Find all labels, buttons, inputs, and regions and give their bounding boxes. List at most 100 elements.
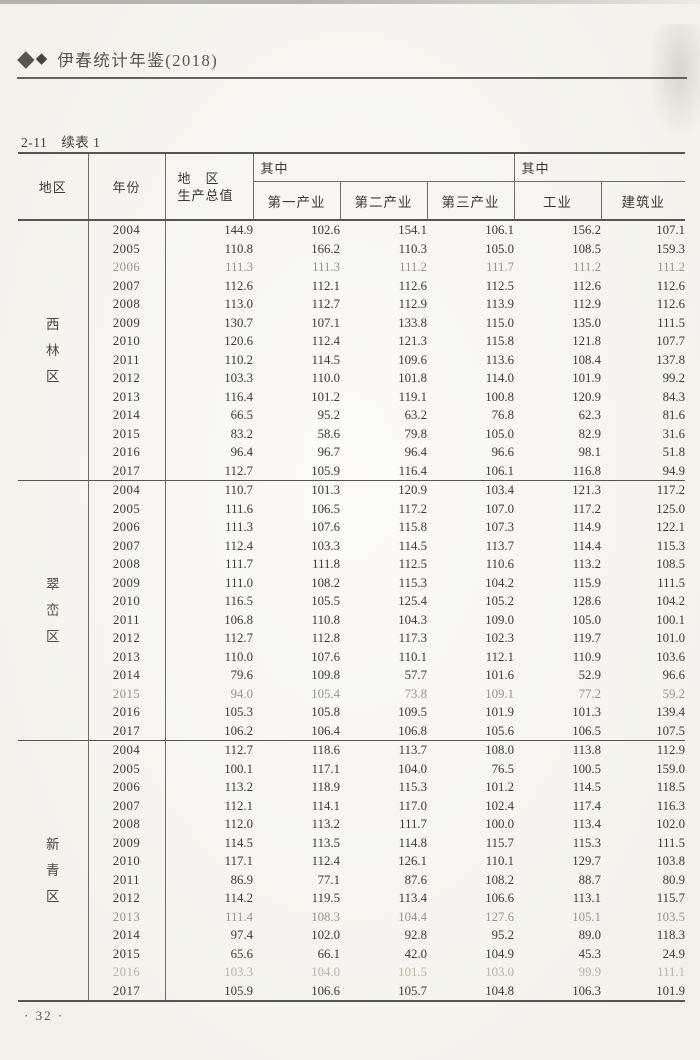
value-cell: 110.9 bbox=[572, 649, 602, 664]
value-cell: 110.8 bbox=[311, 612, 340, 627]
value-cell: 115.3 bbox=[572, 835, 602, 850]
value-cell: 159.0 bbox=[656, 761, 686, 776]
col-header-industry: 工业 bbox=[514, 181, 602, 221]
value-cell: 115.7 bbox=[485, 835, 515, 850]
value-cell: 112.9 bbox=[398, 297, 427, 311]
value-cell: 111.2 bbox=[657, 260, 686, 274]
value-cell: 112.1 bbox=[224, 798, 253, 813]
value-cell: 111.7 bbox=[399, 817, 427, 831]
region-label-text: 新青区 bbox=[46, 836, 60, 904]
value-cell: 110.0 bbox=[224, 649, 253, 664]
year-cell: 2007 bbox=[88, 276, 166, 295]
table-row: 2015 65.6 66.1 42.0 104.9 45.3 24.9 bbox=[18, 944, 685, 963]
year-cell: 2009 bbox=[88, 833, 166, 852]
value-cell: 117.4 bbox=[572, 798, 602, 813]
value-cell: 59.2 bbox=[662, 686, 686, 701]
value-cell: 31.6 bbox=[662, 426, 686, 441]
table-row: 2008 113.0 112.7 112.9 113.9 112.9 112.6 bbox=[18, 295, 685, 314]
value-cell: 82.9 bbox=[578, 426, 602, 441]
value-cell: 101.3 bbox=[572, 705, 602, 719]
value-cell: 105.3 bbox=[224, 705, 253, 719]
value-cell: 109.6 bbox=[398, 352, 427, 367]
year-cell: 2004 bbox=[88, 220, 166, 240]
col-header-gdp: 地 区 生产总值 bbox=[165, 153, 254, 221]
value-cell: 101.9 bbox=[572, 371, 602, 385]
value-cell: 125.4 bbox=[398, 594, 427, 608]
value-cell: 42.0 bbox=[404, 946, 427, 961]
year-cell: 2013 bbox=[88, 647, 166, 666]
value-cell: 101.6 bbox=[485, 668, 515, 682]
value-cell: 109.1 bbox=[485, 686, 515, 701]
year-cell: 2015 bbox=[88, 424, 166, 443]
value-cell: 111.5 bbox=[657, 315, 686, 330]
value-cell: 114.0 bbox=[485, 371, 515, 385]
value-cell: 117.0 bbox=[398, 798, 427, 813]
year-cell: 2011 bbox=[88, 350, 166, 369]
value-cell: 114.5 bbox=[311, 352, 340, 367]
table-caption: 2-11 续表 1 bbox=[21, 135, 101, 150]
value-cell: 105.0 bbox=[572, 612, 602, 627]
value-cell: 112.1 bbox=[311, 278, 340, 293]
col-header-primary-industry: 第一产业 bbox=[253, 181, 341, 221]
value-cell: 116.5 bbox=[224, 594, 253, 608]
year-cell: 2016 bbox=[88, 963, 166, 982]
scan-smudge-artifact bbox=[648, 24, 700, 139]
year-cell: 2012 bbox=[88, 369, 166, 388]
value-cell: 135.0 bbox=[572, 315, 602, 330]
value-cell: 79.6 bbox=[230, 668, 253, 682]
value-cell: 57.7 bbox=[404, 668, 427, 682]
value-cell: 105.2 bbox=[485, 594, 515, 608]
value-cell: 106.6 bbox=[485, 891, 515, 905]
year-cell: 2010 bbox=[88, 852, 166, 871]
value-cell: 112.5 bbox=[485, 278, 515, 293]
page-number: · 32 · bbox=[24, 1008, 65, 1023]
value-cell: 106.1 bbox=[485, 223, 515, 237]
table-row: 2007 112.6 112.1 112.6 112.5 112.6 112.6 bbox=[18, 276, 685, 295]
value-cell: 118.3 bbox=[656, 928, 686, 942]
value-cell: 110.0 bbox=[311, 371, 340, 385]
region-label: 新青区 bbox=[18, 740, 89, 1001]
value-cell: 107.7 bbox=[656, 334, 686, 348]
value-cell: 117.3 bbox=[398, 631, 427, 645]
diamond-icon: ◆ bbox=[35, 51, 48, 67]
gdp-label-line1: 地 区 bbox=[177, 170, 220, 186]
value-cell: 101.2 bbox=[485, 780, 515, 794]
value-cell: 112.6 bbox=[398, 278, 427, 293]
value-cell: 104.0 bbox=[398, 761, 427, 776]
value-cell: 107.3 bbox=[485, 520, 515, 534]
value-cell: 109.5 bbox=[398, 705, 427, 719]
value-cell: 100.1 bbox=[656, 612, 686, 627]
value-cell: 66.1 bbox=[317, 946, 340, 961]
value-cell: 112.6 bbox=[572, 278, 602, 293]
value-cell: 111.7 bbox=[486, 260, 515, 274]
year-cell: 2006 bbox=[88, 778, 166, 797]
value-cell: 101.8 bbox=[398, 371, 427, 385]
value-cell: 87.6 bbox=[404, 872, 427, 887]
value-cell: 106.2 bbox=[224, 723, 253, 738]
value-cell: 106.4 bbox=[311, 723, 340, 738]
value-cell: 99.9 bbox=[578, 965, 602, 979]
col-header-tertiary-industry: 第三产业 bbox=[427, 181, 515, 221]
table-row: 2017 105.9 106.6 105.7 104.8 106.3 101.9 bbox=[18, 981, 685, 1001]
value-cell: 102.4 bbox=[485, 798, 515, 813]
table-row: 2008 112.0 113.2 111.7 100.0 113.4 102.0 bbox=[18, 815, 685, 834]
value-cell: 103.4 bbox=[485, 483, 515, 497]
value-cell: 111.3 bbox=[225, 260, 253, 274]
table-row: 新青区 2004 112.7 118.6 113.7 108.0 113.8 112.9 bbox=[18, 740, 685, 1001]
value-cell: 118.9 bbox=[311, 780, 340, 794]
value-cell: 103.3 bbox=[224, 371, 253, 385]
value-cell: 154.1 bbox=[398, 223, 427, 237]
value-cell: 76.5 bbox=[491, 761, 515, 776]
table-row: 2009 130.7 107.1 133.8 115.0 135.0 111.5 bbox=[18, 313, 686, 332]
value-cell: 105.8 bbox=[311, 705, 340, 719]
year-cell: 2004 bbox=[88, 740, 166, 760]
value-cell: 114.4 bbox=[572, 538, 602, 553]
value-cell: 111.3 bbox=[225, 520, 253, 534]
table-row: 2016 96.4 96.7 96.4 96.6 98.1 51.8 bbox=[18, 443, 685, 462]
value-cell: 63.2 bbox=[404, 408, 427, 422]
table-row: 2016 105.3 105.8 109.5 101.9 101.3 139.4 bbox=[18, 703, 685, 722]
year-cell: 2007 bbox=[88, 536, 166, 555]
value-cell: 114.5 bbox=[398, 538, 427, 553]
value-cell: 121.3 bbox=[572, 483, 602, 497]
table-row: 2008 111.7 111.8 112.5 110.6 113.2 108.5 bbox=[18, 555, 685, 574]
